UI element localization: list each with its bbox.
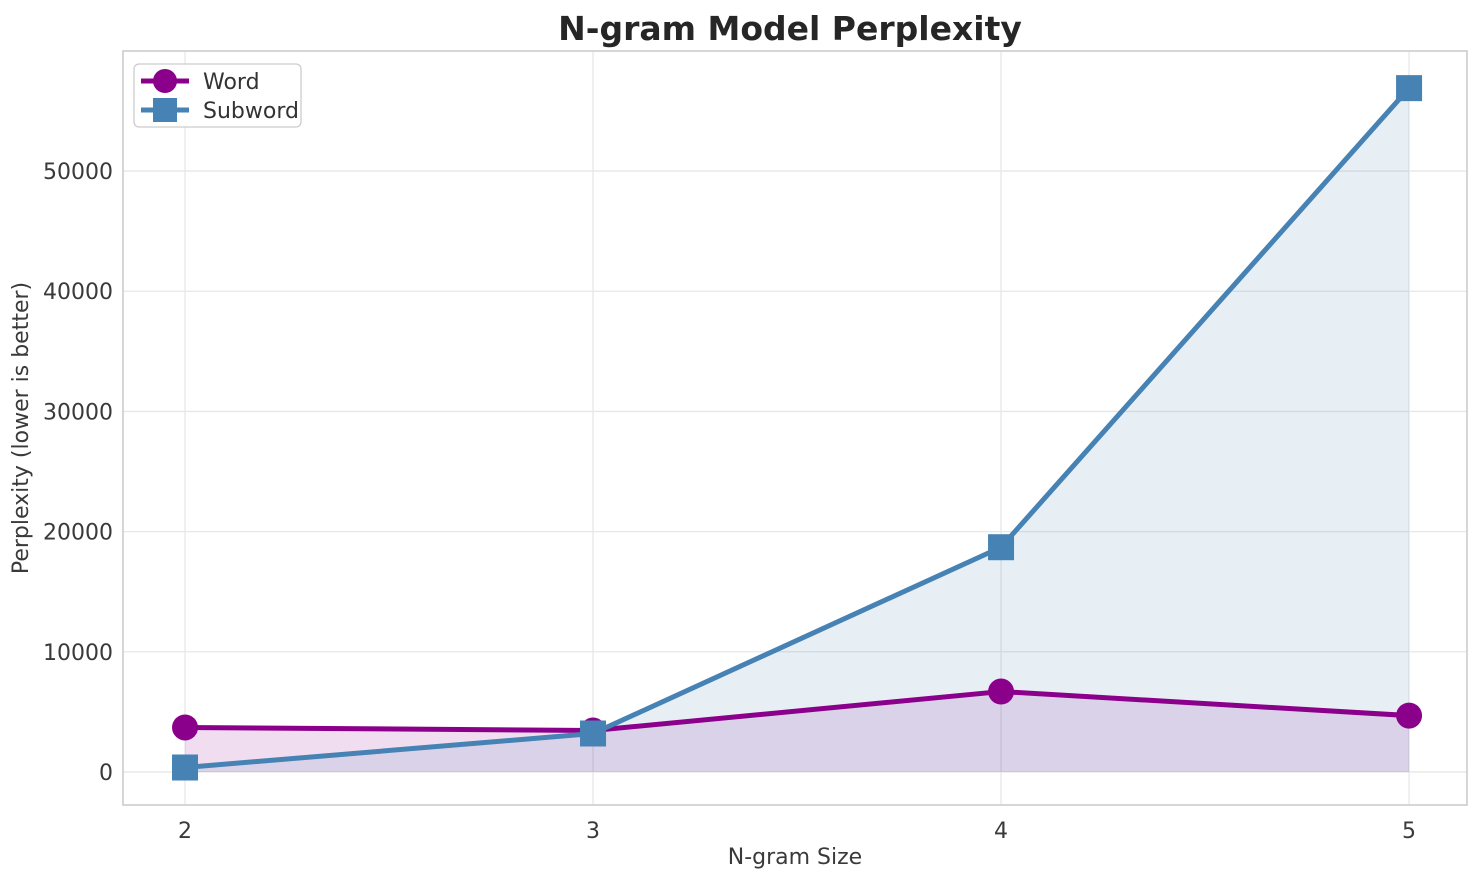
gridlines (123, 51, 1467, 805)
area-fills (185, 88, 1410, 772)
x-tick-label: 4 (994, 819, 1008, 844)
y-axis-label: Perplexity (lower is better) (9, 282, 34, 574)
series-lines-and-markers (172, 75, 1423, 781)
legend-item-subword: Subword (141, 98, 299, 124)
legend-label-word: Word (203, 70, 260, 95)
word-data-point (1396, 702, 1423, 729)
subword-data-point (1396, 75, 1423, 102)
subword-line (184, 86, 1411, 770)
y-tick-label: 10000 (43, 641, 113, 666)
word-fill-area (185, 691, 1410, 772)
word-data-point (988, 678, 1015, 705)
tick-labels: 2 3 4 5 0 10000 20000 30000 40000 50000 (43, 160, 1416, 844)
legend-item-word: Word (141, 69, 260, 95)
y-tick-label: 40000 (43, 280, 113, 305)
word-line (184, 689, 1410, 733)
x-tick-label: 2 (178, 819, 192, 844)
plot-area (123, 51, 1467, 805)
word-circle-marker-icon (153, 69, 177, 93)
subword-data-point (172, 754, 199, 781)
y-tick-label: 20000 (43, 521, 113, 546)
word-data-point (172, 714, 199, 741)
legend-label-subword: Subword (203, 99, 299, 124)
x-tick-label: 3 (586, 819, 600, 844)
y-tick-label: 50000 (43, 160, 113, 185)
y-tick-label: 30000 (43, 400, 113, 425)
y-tick-label: 0 (99, 761, 113, 786)
plot-border (122, 50, 1468, 806)
x-tick-label: 5 (1402, 819, 1416, 844)
legend: Word Subword (133, 63, 302, 128)
subword-fill-area (185, 88, 1410, 772)
chart-title: N-gram Model Perplexity (558, 9, 1022, 48)
x-axis-label: N-gram Size (728, 845, 862, 870)
subword-data-point (988, 534, 1015, 561)
subword-square-marker-icon (153, 98, 177, 122)
subword-data-point (580, 720, 607, 747)
